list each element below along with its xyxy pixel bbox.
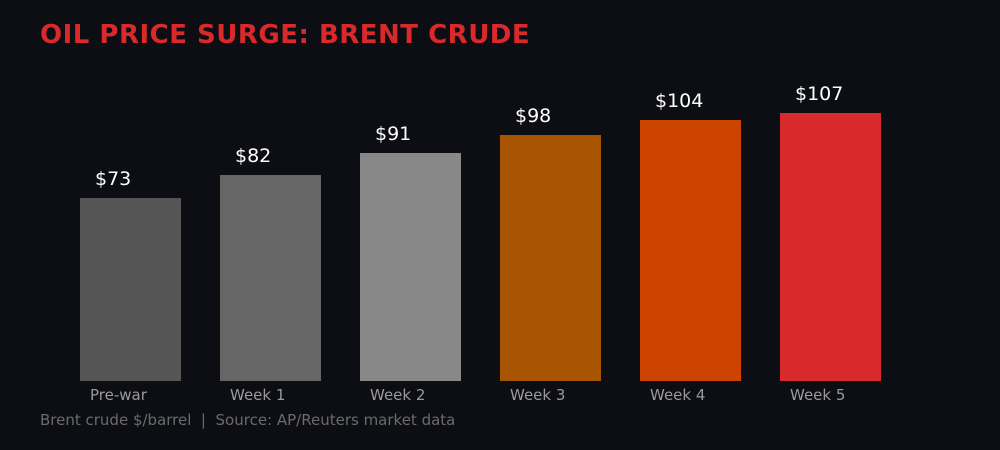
bar-value-label: $107 [795, 83, 844, 105]
bar-5 [780, 113, 881, 381]
bar-0 [80, 198, 181, 381]
bar-value-label: $82 [235, 145, 272, 167]
source-note: Brent crude $/barrel | Source: AP/Reuter… [40, 411, 456, 429]
bar-4 [640, 120, 741, 381]
bar-1 [220, 175, 321, 381]
bar-value-label: $98 [515, 105, 552, 127]
bar-value-label: $104 [655, 90, 704, 112]
category-label: Week 5 [790, 386, 846, 404]
bar-2 [360, 153, 461, 381]
bar-value-label: $73 [95, 168, 132, 190]
category-label: Week 1 [230, 386, 286, 404]
category-label: Pre-war [90, 386, 147, 404]
category-label: Week 4 [650, 386, 706, 404]
category-label: Week 2 [370, 386, 426, 404]
chart-title: OIL PRICE SURGE: BRENT CRUDE [40, 20, 531, 50]
category-label: Week 3 [510, 386, 566, 404]
bar-3 [500, 135, 601, 381]
bar-value-label: $91 [375, 123, 412, 145]
